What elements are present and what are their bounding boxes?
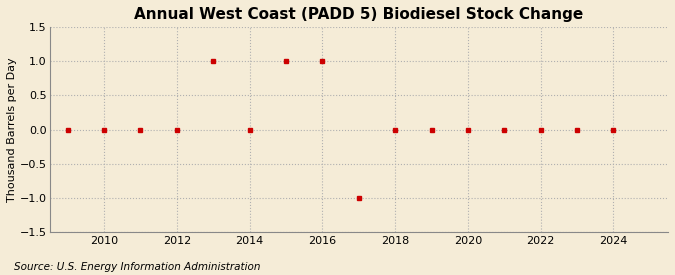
- Title: Annual West Coast (PADD 5) Biodiesel Stock Change: Annual West Coast (PADD 5) Biodiesel Sto…: [134, 7, 583, 22]
- Y-axis label: Thousand Barrels per Day: Thousand Barrels per Day: [7, 57, 17, 202]
- Text: Source: U.S. Energy Information Administration: Source: U.S. Energy Information Administ…: [14, 262, 260, 272]
